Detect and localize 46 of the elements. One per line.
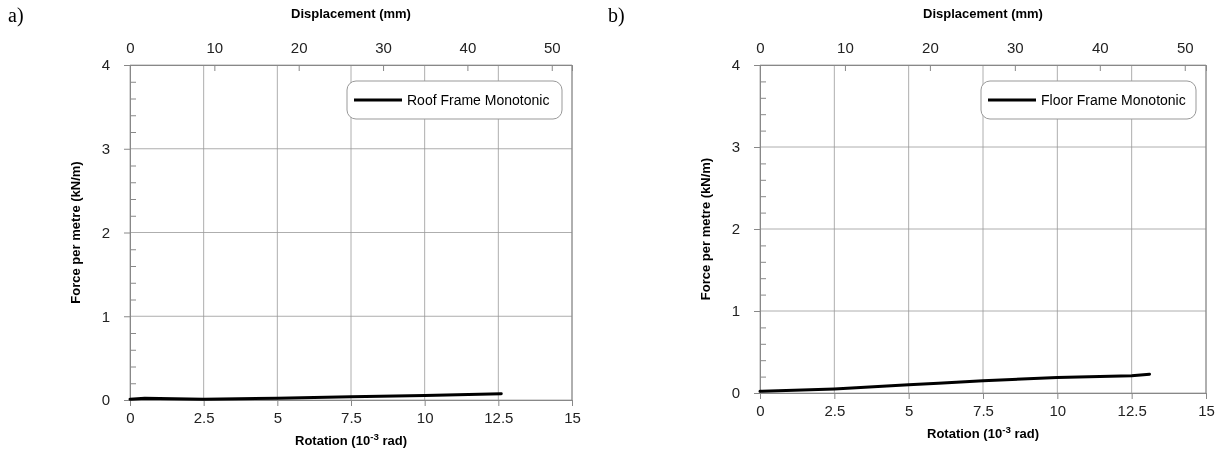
y-tick-label: 1 [731, 302, 740, 320]
x2-tick-label: 30 [1007, 39, 1024, 56]
x-tick-label: 7.5 [341, 408, 362, 426]
x-tick-label: 5 [273, 408, 283, 426]
x-axis-title: Rotation (10$^{-3}$ rad) [927, 423, 1039, 441]
legend-label: Roof Frame Monotonic [407, 92, 550, 108]
x2-tick-label: 10 [206, 39, 224, 56]
x-axis-title: Rotation (10$^{-3}$ rad) [295, 430, 407, 448]
x-tick-label: 15 [1198, 401, 1215, 419]
x-tick-label: 7.5 [973, 401, 994, 419]
x2-tick-label: 40 [459, 39, 477, 56]
x2-tick-label: 30 [375, 39, 392, 56]
x2-tick-label: 50 [1176, 39, 1194, 56]
x-tick-label: 15 [564, 408, 581, 426]
chart-title: b) [608, 4, 625, 27]
x-tick-label: 0 [126, 408, 135, 426]
y-tick-label: 3 [101, 140, 110, 158]
x2-tick-label: 20 [290, 39, 308, 56]
x2-tick-label: 10 [837, 39, 854, 56]
x2-tick-label: 50 [543, 39, 561, 56]
chart-title: a) [8, 4, 24, 27]
y-axis-title: Force per metre (kN/m) [698, 157, 713, 301]
x-tick-label: 2.5 [193, 408, 215, 426]
y-tick-label: 1 [101, 307, 110, 325]
x2-tick-label: 0 [756, 39, 765, 56]
x-tick-label: 10 [416, 408, 434, 426]
x2-tick-label: 0 [126, 39, 135, 56]
y-tick-label: 4 [731, 56, 740, 74]
legend-label: Floor Frame Monotonic [1041, 92, 1186, 108]
x-tick-label: 0 [756, 401, 765, 419]
x-tick-label: 12.5 [484, 408, 514, 426]
x2-tick-label: 40 [1091, 39, 1109, 56]
x-tick-label: 10 [1049, 401, 1067, 419]
y-tick-label: 2 [101, 223, 110, 241]
y-axis-title: Force per metre (kN/m) [68, 161, 83, 304]
x-tick-label: 5 [904, 401, 914, 419]
y-tick-label: 2 [731, 220, 740, 238]
y-tick-label: 3 [731, 138, 740, 156]
x-tick-label: 2.5 [824, 401, 846, 419]
y-tick-label: 4 [101, 56, 110, 74]
x2-tick-label: 20 [922, 39, 939, 56]
y-tick-label: 0 [731, 384, 740, 402]
x-tick-label: 12.5 [1117, 401, 1147, 419]
x2-axis-title: Displacement (mm) [291, 6, 411, 21]
line-series [758, 372, 1152, 393]
x2-axis-title: Displacement (mm) [923, 6, 1043, 21]
